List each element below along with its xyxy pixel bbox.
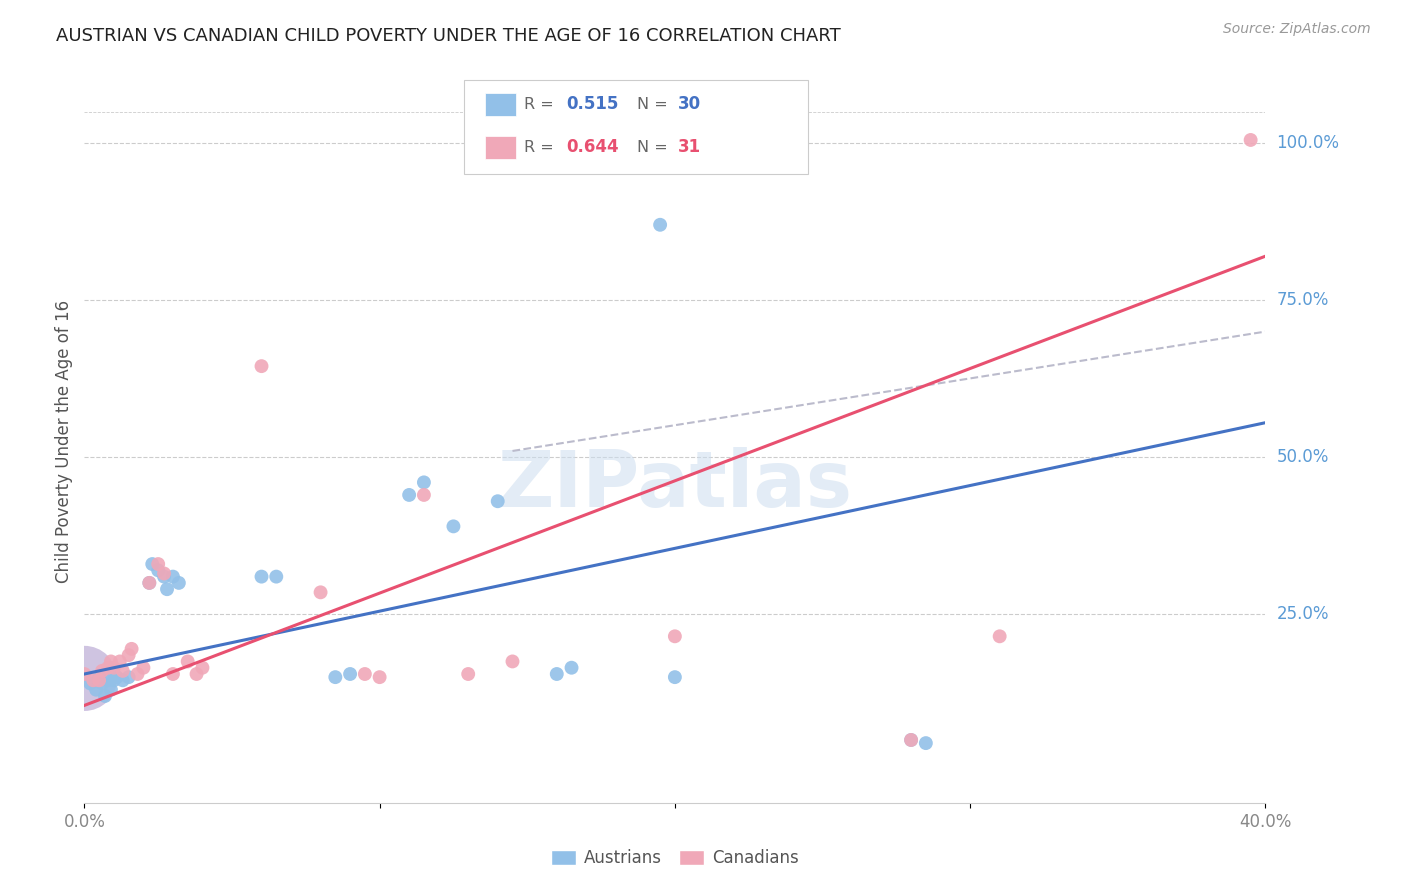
Point [915,736,938,750]
Point [103,673,125,688]
Text: 25.0%: 25.0% [1277,606,1329,624]
Point [87,673,111,688]
Point [84,682,107,697]
Point [73,667,96,681]
Text: AUSTRIAN VS CANADIAN CHILD POVERTY UNDER THE AGE OF 16 CORRELATION CHART: AUSTRIAN VS CANADIAN CHILD POVERTY UNDER… [56,27,841,45]
Point [138,575,160,590]
Text: 75.0%: 75.0% [1277,291,1329,310]
Point [148,563,170,577]
Point [457,667,479,681]
Text: R =: R = [524,140,560,154]
Point [162,667,184,681]
Point [118,670,141,684]
Point [156,582,179,597]
Point [79,676,101,690]
Point [105,670,128,684]
Point [111,673,134,688]
Text: Source: ZipAtlas.com: Source: ZipAtlas.com [1223,22,1371,37]
Point [398,488,420,502]
Point [988,629,1011,643]
Point [443,519,465,533]
Point [153,569,176,583]
Text: 0.644: 0.644 [567,138,619,156]
Point [900,733,922,747]
Point [546,667,568,681]
Point [148,557,170,571]
Point [141,557,163,571]
Text: 100.0%: 100.0% [1277,134,1340,153]
Point [73,672,96,686]
Point [111,664,134,678]
Point [339,667,361,681]
Point [250,359,273,373]
Point [250,569,273,583]
Point [1240,133,1263,147]
Point [186,667,208,681]
Point [177,655,200,669]
Point [501,655,523,669]
Point [121,641,143,656]
Point [486,494,509,508]
Point [138,575,160,590]
Y-axis label: Child Poverty Under the Age of 16: Child Poverty Under the Age of 16 [55,300,73,583]
Point [100,655,122,669]
Point [368,670,391,684]
Text: 30: 30 [678,95,700,113]
Text: 0.515: 0.515 [567,95,619,113]
Legend: Austrians, Canadians: Austrians, Canadians [544,843,806,874]
Point [91,676,114,690]
Point [82,673,104,688]
Point [153,566,176,581]
Point [900,733,922,747]
Point [664,629,686,643]
Point [162,569,184,583]
Point [266,569,288,583]
Point [91,664,114,678]
Point [309,585,332,599]
Point [650,218,672,232]
Text: N =: N = [637,140,673,154]
Point [167,575,190,590]
Text: 50.0%: 50.0% [1277,449,1329,467]
Point [664,670,686,684]
Text: N =: N = [637,97,673,112]
Point [97,661,120,675]
Point [87,670,111,684]
Point [127,667,149,681]
Point [97,673,120,688]
Point [118,648,141,662]
Point [132,661,155,675]
Point [108,655,131,669]
Text: 31: 31 [678,138,700,156]
Point [191,661,214,675]
Point [100,682,122,697]
Point [561,661,583,675]
Point [413,488,436,502]
Text: ZIPatlas: ZIPatlas [498,447,852,523]
Point [354,667,377,681]
Point [94,689,117,703]
Point [103,661,125,675]
Text: R =: R = [524,97,560,112]
Point [325,670,347,684]
Point [413,475,436,490]
